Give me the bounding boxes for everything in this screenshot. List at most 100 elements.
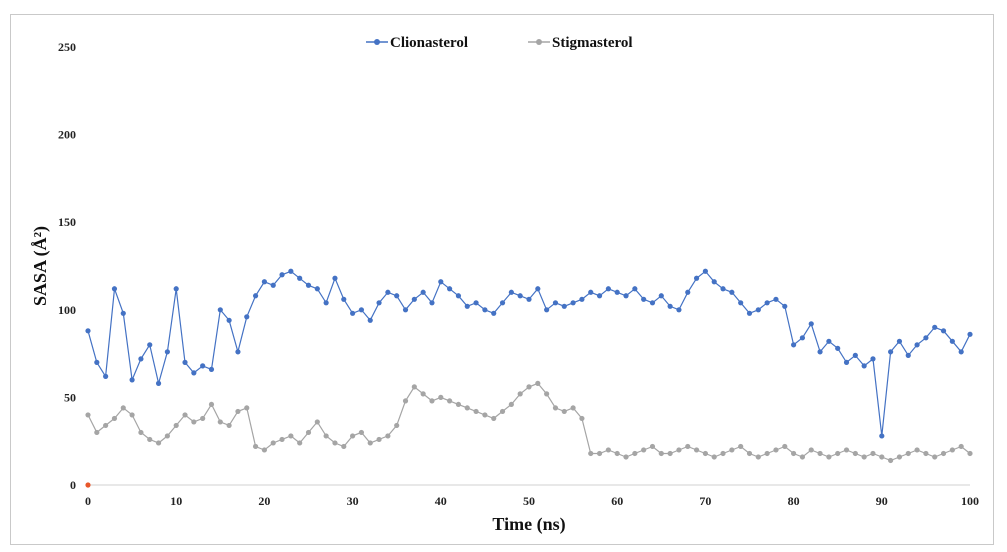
data-point-stigmasterol <box>852 450 858 457</box>
data-point-stigmasterol <box>499 408 506 415</box>
data-point-stigmasterol <box>376 436 382 443</box>
data-point-stigmasterol <box>614 450 620 457</box>
data-point-stigmasterol <box>552 405 559 411</box>
x-tick-label: 50 <box>523 494 535 508</box>
data-point-clionasterol <box>94 359 100 365</box>
x-tick-label: 10 <box>170 494 182 508</box>
data-point-clionasterol <box>826 338 832 344</box>
data-point-clionasterol <box>649 300 656 306</box>
legend-marker-clionasterol <box>374 39 380 45</box>
data-point-clionasterol <box>738 300 744 306</box>
data-point-stigmasterol <box>720 450 726 457</box>
data-point-clionasterol <box>226 317 232 323</box>
data-point-stigmasterol <box>870 450 876 457</box>
data-point-clionasterol <box>641 296 647 302</box>
data-point-stigmasterol <box>129 412 135 418</box>
data-point-stigmasterol <box>332 440 338 446</box>
data-point-clionasterol <box>103 373 109 379</box>
data-point-stigmasterol <box>773 447 779 453</box>
data-point-stigmasterol <box>323 433 329 439</box>
data-point-stigmasterol <box>685 443 691 450</box>
data-point-clionasterol <box>711 279 717 285</box>
data-point-stigmasterol <box>923 450 929 457</box>
data-point-stigmasterol <box>526 384 532 390</box>
y-tick-label: 250 <box>58 40 76 54</box>
data-point-clionasterol <box>888 349 894 355</box>
data-point-clionasterol <box>914 342 920 348</box>
data-point-stigmasterol <box>288 433 294 439</box>
data-point-stigmasterol <box>429 398 435 404</box>
data-point-clionasterol <box>279 272 285 278</box>
data-point-clionasterol <box>905 352 911 358</box>
data-point-stigmasterol <box>791 450 797 457</box>
data-point-stigmasterol <box>711 454 717 460</box>
data-point-stigmasterol <box>261 447 267 453</box>
data-point-stigmasterol <box>632 450 638 457</box>
data-point-clionasterol <box>817 349 823 355</box>
data-point-stigmasterol <box>482 412 488 418</box>
x-tick-label: 100 <box>961 494 979 508</box>
data-point-clionasterol <box>191 370 197 376</box>
data-point-stigmasterol <box>605 447 611 453</box>
data-point-stigmasterol <box>544 391 550 397</box>
data-point-stigmasterol <box>861 454 867 460</box>
y-tick-label: 0 <box>70 478 76 492</box>
data-point-clionasterol <box>799 335 806 341</box>
data-point-clionasterol <box>614 289 620 295</box>
data-point-stigmasterol <box>394 422 400 429</box>
data-point-stigmasterol <box>111 415 118 422</box>
data-point-clionasterol <box>896 338 903 344</box>
data-point-stigmasterol <box>693 447 700 453</box>
data-point-clionasterol <box>605 286 611 292</box>
data-point-stigmasterol <box>455 401 462 408</box>
x-tick-label: 80 <box>788 494 800 508</box>
x-tick-label: 20 <box>258 494 270 508</box>
data-point-clionasterol <box>402 307 409 313</box>
data-point-clionasterol <box>420 289 426 295</box>
x-tick-label: 60 <box>611 494 623 508</box>
data-point-clionasterol <box>791 342 797 348</box>
data-point-clionasterol <box>508 289 514 295</box>
data-point-stigmasterol <box>702 450 709 457</box>
data-point-stigmasterol <box>517 391 523 397</box>
data-point-clionasterol <box>535 286 541 292</box>
data-point-stigmasterol <box>358 429 365 436</box>
data-point-stigmasterol <box>729 447 735 453</box>
data-point-stigmasterol <box>200 415 206 422</box>
data-point-clionasterol <box>870 356 876 362</box>
data-point-clionasterol <box>429 300 435 306</box>
data-point-stigmasterol <box>896 454 903 460</box>
data-point-stigmasterol <box>411 384 417 390</box>
data-point-clionasterol <box>85 328 91 334</box>
data-point-clionasterol <box>376 300 382 306</box>
data-point-clionasterol <box>208 366 215 372</box>
data-point-clionasterol <box>332 275 338 281</box>
x-tick-label: 70 <box>699 494 711 508</box>
data-point-stigmasterol <box>491 415 497 422</box>
data-point-stigmasterol <box>623 454 629 460</box>
data-point-clionasterol <box>200 363 206 369</box>
data-point-clionasterol <box>923 335 929 341</box>
data-point-clionasterol <box>579 296 585 302</box>
data-point-stigmasterol <box>173 422 179 429</box>
data-point-stigmasterol <box>649 443 656 450</box>
data-point-stigmasterol <box>755 454 761 460</box>
data-point-stigmasterol <box>155 440 162 446</box>
data-point-stigmasterol <box>940 450 947 457</box>
data-point-clionasterol <box>588 289 594 295</box>
data-point-clionasterol <box>138 356 144 362</box>
y-axis-title: SASA (Å²) <box>30 226 51 306</box>
data-point-clionasterol <box>632 286 638 292</box>
data-point-stigmasterol <box>676 447 682 453</box>
data-point-clionasterol <box>120 310 126 316</box>
data-point-stigmasterol <box>879 454 885 460</box>
data-point-clionasterol <box>773 296 779 302</box>
data-point-stigmasterol <box>314 419 320 425</box>
data-point-clionasterol <box>729 289 735 295</box>
data-point-stigmasterol <box>235 408 241 415</box>
y-axis: 0 50 100 150 200 250 <box>58 40 76 492</box>
data-point-clionasterol <box>835 345 841 351</box>
data-point-stigmasterol <box>570 405 576 411</box>
data-point-clionasterol <box>173 286 179 292</box>
data-point-stigmasterol <box>103 422 109 429</box>
